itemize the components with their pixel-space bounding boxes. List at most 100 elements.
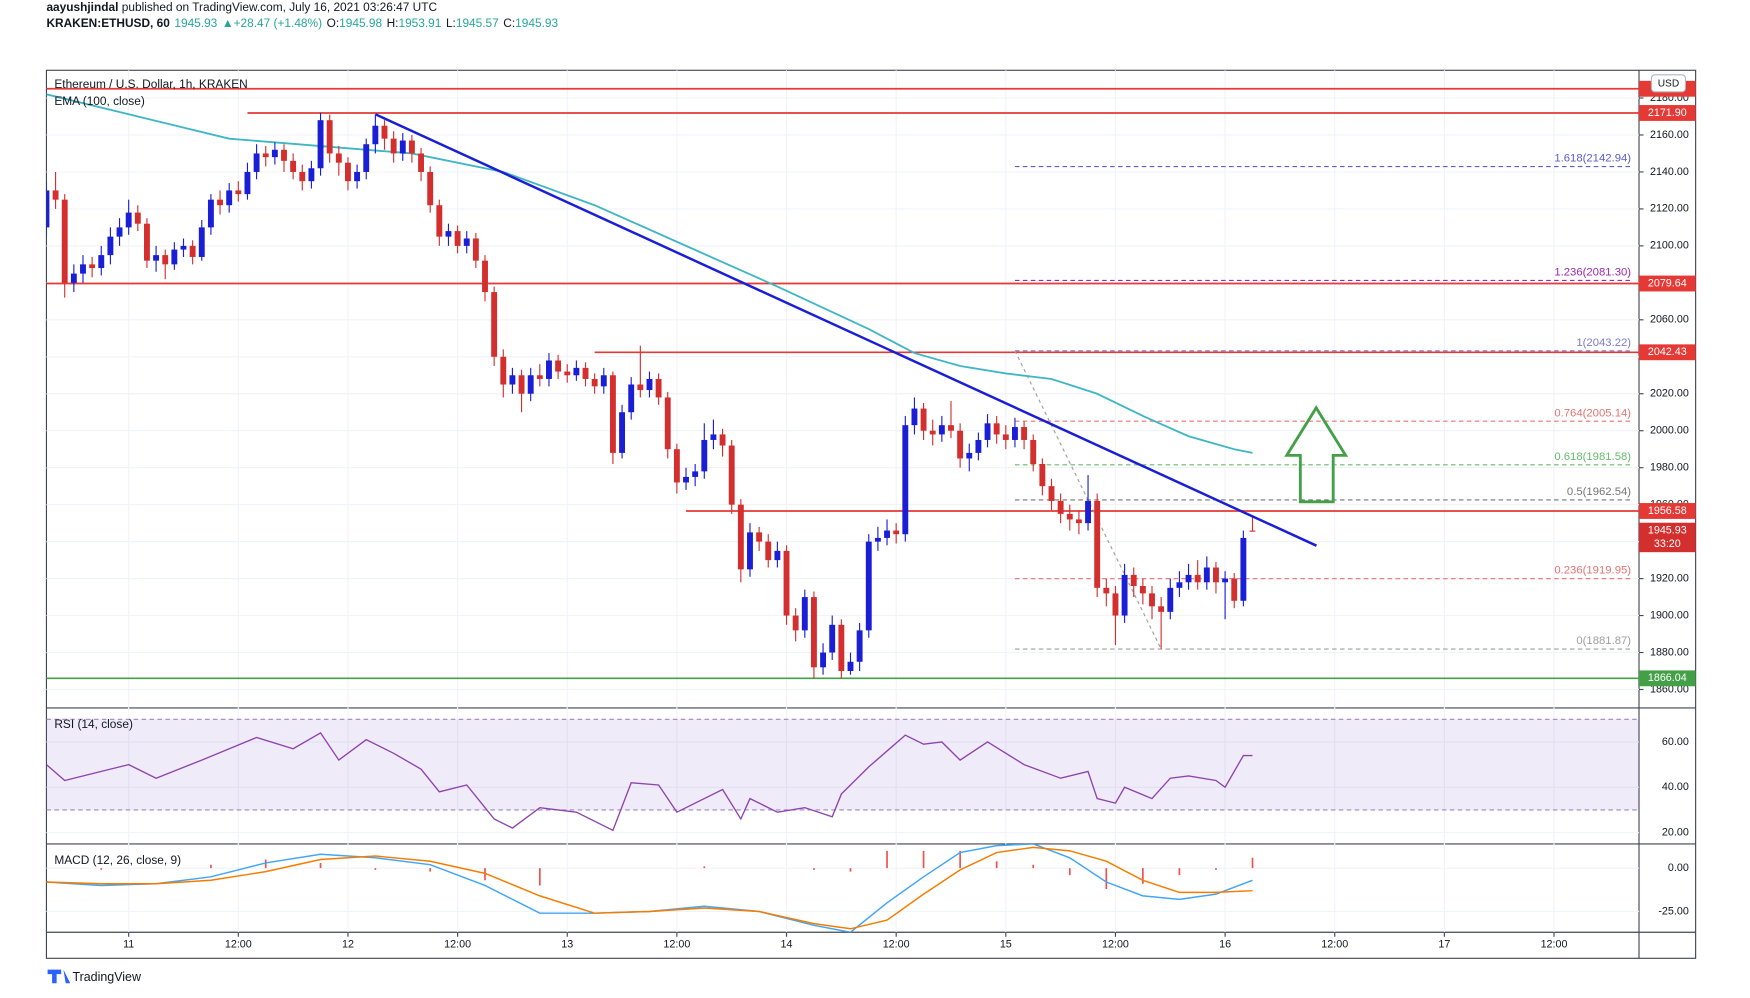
candle-body — [902, 425, 909, 535]
candle-body — [728, 445, 735, 505]
candle-body — [1048, 486, 1055, 501]
candle-body — [61, 199, 68, 283]
x-tick-label: 13 — [561, 939, 573, 951]
rsi-line — [46, 731, 1253, 832]
quote-part: 1953.91 — [398, 16, 441, 30]
chart-title: Ethereum / U.S. Dollar, 1h, KRAKEN — [54, 77, 247, 91]
y-tick-label: 2140.00 — [1650, 166, 1689, 178]
candle-body — [445, 231, 452, 237]
up-arrow — [1284, 405, 1349, 504]
candle-body — [1002, 434, 1009, 440]
rsi-tick-label: 40.00 — [1662, 781, 1689, 793]
candle-body — [217, 199, 223, 206]
candle-body — [500, 356, 507, 385]
candle-body — [765, 541, 772, 561]
candle-body — [153, 255, 160, 261]
candle-body — [701, 439, 708, 472]
candle-body — [134, 212, 141, 224]
price-tag-label: 1945.93 — [1648, 525, 1687, 537]
y-tick-label: 2000.00 — [1650, 425, 1689, 437]
candle-body — [299, 171, 306, 182]
level-tag-label: 2079.64 — [1648, 277, 1687, 289]
candle-body — [655, 378, 662, 398]
x-tick-label: 12:00 — [1541, 939, 1568, 951]
level-tag — [1638, 275, 1696, 292]
candle-body — [591, 378, 598, 387]
quote-part: 1945.93 — [174, 16, 217, 30]
candle-body — [463, 238, 470, 246]
candle-body — [408, 140, 415, 154]
quote-part: 1945.93 — [515, 16, 558, 30]
candle-body — [80, 264, 86, 274]
rsi-band — [46, 719, 1639, 810]
candle-body — [107, 236, 114, 256]
x-tick-label: 12:00 — [883, 939, 910, 951]
candle-body — [1057, 500, 1064, 514]
ema-line — [46, 93, 1253, 454]
macd-line — [46, 843, 1253, 933]
candle-body — [52, 190, 59, 200]
candle-body — [180, 245, 187, 250]
rsi-tick-label: 20.00 — [1662, 826, 1689, 838]
candle-body — [70, 273, 77, 283]
level-tag — [1638, 503, 1696, 519]
fib-label: 1(2043.22) — [1576, 337, 1631, 349]
y-tick-label: 2020.00 — [1650, 388, 1689, 400]
y-tick-label: 1860.00 — [1650, 683, 1689, 695]
candle-body — [573, 367, 580, 376]
candle-body — [993, 423, 1000, 435]
currency: USD — [1658, 79, 1680, 90]
y-tick-label: 2160.00 — [1650, 129, 1689, 141]
x-tick-label: 12:00 — [663, 939, 690, 951]
ema-label: EMA (100, close) — [54, 94, 144, 108]
candle-body — [1249, 530, 1256, 532]
currency-box — [1650, 74, 1687, 93]
y-tick-label: 2100.00 — [1650, 240, 1689, 252]
x-tick-label: 16 — [1219, 939, 1231, 951]
candle-body — [683, 476, 689, 483]
candle-body — [984, 423, 991, 440]
candle-body — [509, 375, 516, 385]
candle-body — [226, 190, 233, 206]
fib-label: 0.5(1962.54) — [1567, 486, 1631, 498]
quote-part: 1945.57 — [456, 16, 499, 30]
candle-body — [1176, 582, 1183, 588]
quote-part: L: — [446, 16, 456, 30]
candle-body — [244, 171, 251, 195]
candle-body — [664, 397, 671, 450]
x-tick-label: 12:00 — [225, 939, 252, 951]
candle-body — [1213, 567, 1219, 583]
brand: TradingView — [72, 970, 141, 984]
candle-body — [345, 162, 351, 182]
candle-body — [847, 661, 854, 672]
candle-body — [354, 171, 361, 182]
y-tick-label: 2060.00 — [1650, 314, 1689, 326]
level-tag — [1638, 670, 1696, 687]
candle-body — [1094, 500, 1101, 588]
candle-body — [637, 384, 644, 391]
candle-body — [482, 260, 488, 293]
candle-body — [600, 375, 607, 387]
candle-body — [335, 153, 342, 163]
candle-body — [783, 550, 790, 616]
candle-body — [527, 375, 534, 394]
candle-body — [929, 430, 936, 435]
candle-body — [1085, 500, 1091, 524]
candle-body — [189, 245, 196, 257]
candle-body — [1167, 587, 1174, 612]
candle-body — [262, 153, 269, 158]
fib-label: 1.618(2142.94) — [1554, 153, 1631, 165]
x-tick-label: 12:00 — [444, 939, 471, 951]
published: published on TradingView.com, July 16, 2… — [122, 0, 438, 14]
candle-body — [116, 227, 123, 237]
candle-body — [874, 537, 881, 542]
signal-line — [46, 846, 1253, 930]
trendline — [374, 113, 1317, 547]
candle-body — [326, 120, 333, 154]
quote-line: KRAKEN:ETHUSD, 60 1945.93 ▲+28.47 (+1.48%)… — [46, 16, 558, 30]
level-tag — [1638, 344, 1696, 361]
candle-body — [46, 190, 50, 228]
candle-body — [1039, 463, 1046, 487]
y-tick-label: 1900.00 — [1650, 609, 1689, 621]
